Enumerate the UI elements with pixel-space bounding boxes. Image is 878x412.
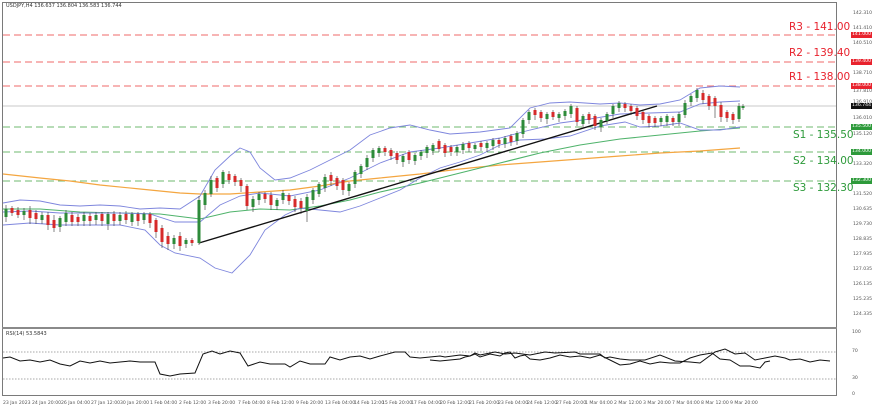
price-tick: 140.510 bbox=[853, 41, 872, 46]
r2-label: R2 - 139.40 bbox=[789, 47, 851, 59]
time-tick: 8 Feb 12:00 bbox=[267, 401, 295, 406]
price-tick: 133.320 bbox=[853, 162, 872, 167]
rsi-tick: 70 bbox=[852, 349, 858, 354]
chart-window bbox=[2, 2, 837, 396]
time-tick: 15 Feb 20:00 bbox=[382, 401, 413, 406]
price-tick: 127.035 bbox=[853, 267, 872, 272]
time-tick: 2 Feb 12:00 bbox=[179, 401, 207, 406]
price-tick: 129.730 bbox=[853, 222, 872, 227]
time-tick: 24 Jan 20:00 bbox=[32, 401, 62, 406]
time-tick: 17 Feb 04:00 bbox=[411, 401, 442, 406]
price-tick: 130.635 bbox=[853, 207, 872, 212]
time-tick: 27 Feb 20:00 bbox=[556, 401, 587, 406]
rsi-tick: 100 bbox=[852, 330, 861, 335]
time-tick: 26 Jan 04:00 bbox=[61, 401, 91, 406]
time-tick: 9 Feb 20:00 bbox=[296, 401, 324, 406]
time-tick: 23 Feb 04:00 bbox=[498, 401, 529, 406]
time-tick: 21 Feb 20:00 bbox=[469, 401, 500, 406]
price-tick: 131.520 bbox=[853, 192, 872, 197]
candles bbox=[4, 88, 745, 251]
s2-label: S2 - 134.00 bbox=[793, 155, 854, 167]
price-tick: 136.010 bbox=[853, 116, 872, 121]
price-tick: 138.710 bbox=[853, 71, 872, 76]
price-tick: 125.235 bbox=[853, 297, 872, 302]
time-tick: 7 Mar 04:00 bbox=[672, 401, 700, 406]
time-tick: 14 Feb 12:00 bbox=[354, 401, 385, 406]
r3-label: R3 - 141.00 bbox=[789, 21, 851, 33]
time-tick: 1 Feb 04:00 bbox=[150, 401, 178, 406]
price-tick: 141.410 bbox=[853, 26, 872, 31]
ma-orange bbox=[2, 147, 741, 195]
s2-price-tag: 134.000 bbox=[851, 149, 872, 155]
price-tick: 137.810 bbox=[853, 89, 872, 94]
bollinger-lower bbox=[2, 121, 741, 274]
rsi-tick: 30 bbox=[852, 376, 858, 381]
r2-price-tag: 139.400 bbox=[851, 59, 872, 65]
time-tick: 3 Mar 20:00 bbox=[643, 401, 671, 406]
price-tick: 126.135 bbox=[853, 282, 872, 287]
time-tick: 20 Feb 12:00 bbox=[440, 401, 471, 406]
s1-price-tag: 135.500 bbox=[851, 124, 872, 130]
price-tick: 128.835 bbox=[853, 237, 872, 242]
time-tick: 2 Mar 12:00 bbox=[614, 401, 642, 406]
rsi-line-tail bbox=[429, 351, 771, 369]
time-tick: 9 Mar 20:00 bbox=[730, 401, 758, 406]
rsi-line bbox=[2, 348, 831, 377]
pane-separator[interactable] bbox=[2, 327, 837, 329]
time-tick: 3 Feb 20:00 bbox=[208, 401, 236, 406]
s3-price-tag: 132.300 bbox=[851, 178, 872, 184]
price-tick: 136.910 bbox=[853, 100, 872, 105]
time-tick: 1 Mar 04:00 bbox=[585, 401, 613, 406]
r1-price-tag: 138.000 bbox=[851, 83, 872, 89]
rsi-header: RSI(14) 53.5843 bbox=[6, 331, 47, 337]
price-tick: 124.335 bbox=[853, 312, 872, 317]
time-tick: 27 Jan 12:00 bbox=[91, 401, 121, 406]
price-tick: 135.120 bbox=[853, 132, 872, 137]
time-tick: 13 Feb 04:00 bbox=[325, 401, 356, 406]
price-tick: 142.310 bbox=[853, 11, 872, 16]
current-price-tag: 136.744 bbox=[851, 103, 872, 109]
time-tick: 23 Jan 2023 bbox=[3, 401, 31, 406]
time-tick: 30 Jan 20:00 bbox=[120, 401, 150, 406]
r3-price-tag: 141.000 bbox=[851, 32, 872, 38]
s3-label: S3 - 132.30 bbox=[793, 182, 854, 194]
symbol-header: USDJPY,H4 136.637 136.804 136.583 136.74… bbox=[6, 3, 122, 9]
time-tick: 8 Mar 12:00 bbox=[701, 401, 729, 406]
rsi-tick: 0 bbox=[852, 392, 855, 397]
r1-label: R1 - 138.00 bbox=[789, 71, 851, 83]
time-tick: 24 Feb 12:00 bbox=[527, 401, 558, 406]
s1-label: S1 - 135.50 bbox=[793, 129, 854, 141]
time-tick: 7 Feb 04:00 bbox=[238, 401, 266, 406]
bollinger-mid bbox=[2, 100, 741, 223]
trendline[interactable] bbox=[198, 105, 658, 244]
price-tick: 127.935 bbox=[853, 252, 872, 257]
bollinger-upper bbox=[2, 85, 741, 210]
